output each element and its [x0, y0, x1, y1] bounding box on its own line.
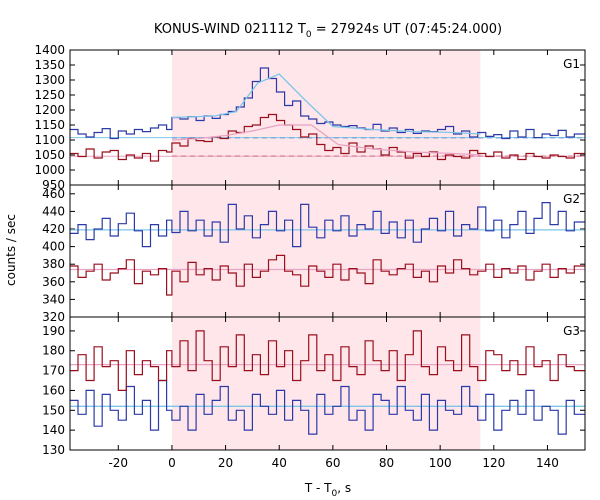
xtick-label: 60	[325, 456, 340, 470]
g2-ytick-label: 340	[42, 292, 65, 306]
xtick-label: 40	[272, 456, 287, 470]
g1-ytick-label: 1400	[34, 43, 65, 57]
g1-blue-series	[70, 67, 585, 140]
g3-ytick-label: 180	[42, 344, 65, 358]
g2-ytick-label: 400	[42, 240, 65, 254]
g1-ytick-label: 1200	[34, 103, 65, 117]
g2-panel-label: G2	[563, 192, 580, 206]
g1-ytick-label: 950	[42, 178, 65, 192]
shaded-interval	[171, 50, 481, 450]
g3-ytick-label: 160	[42, 383, 65, 397]
g1-panel-label: G1	[563, 57, 580, 71]
g3-blue-series	[70, 379, 585, 435]
g1-pink-fit-curve	[171, 124, 481, 156]
g1-ytick-label: 1100	[34, 133, 65, 147]
g2-ytick-label: 360	[42, 275, 65, 289]
g1-ytick-label: 1000	[34, 163, 65, 177]
xtick-label: 80	[379, 456, 394, 470]
g2-ytick-label: 380	[42, 257, 65, 271]
g1-cyan-fit-curve	[171, 73, 481, 135]
g3-panel-label: G3	[563, 324, 580, 338]
g3-ytick-label: 170	[42, 364, 65, 378]
g1-ytick-label: 1350	[34, 58, 65, 72]
g1-ytick-label: 1050	[34, 148, 65, 162]
chart-title: KONUS-WIND 021112 T0 = 27924s UT (07:45:…	[154, 22, 502, 40]
g1-ytick-label: 1150	[34, 118, 65, 132]
g1-ytick-label: 1300	[34, 73, 65, 87]
g3-ytick-label: 130	[42, 443, 65, 457]
xtick-label: 120	[482, 456, 505, 470]
g1-red-series	[70, 113, 585, 162]
y-axis-label: counts / sec	[4, 214, 18, 286]
xtick-label: 100	[429, 456, 452, 470]
g3-ytick-label: 140	[42, 423, 65, 437]
g3-frame	[69, 316, 586, 451]
g2-ytick-label: 440	[42, 204, 65, 218]
g2-ytick-label: 460	[42, 187, 65, 201]
xtick-label: 20	[218, 456, 233, 470]
xtick-label: 140	[536, 456, 559, 470]
xtick-label: -20	[108, 456, 128, 470]
g2-ytick-label: 320	[42, 310, 65, 324]
g3-red-series	[70, 330, 585, 391]
g2-red-series	[70, 254, 585, 296]
g2-blue-series	[70, 202, 585, 248]
g1-ytick-label: 1250	[34, 88, 65, 102]
x-axis-label: T - T0, s	[304, 481, 351, 499]
xtick-label: 0	[168, 456, 176, 470]
g3-ytick-label: 150	[42, 403, 65, 417]
g3-ytick-label: 190	[42, 324, 65, 338]
g2-ytick-label: 420	[42, 222, 65, 236]
